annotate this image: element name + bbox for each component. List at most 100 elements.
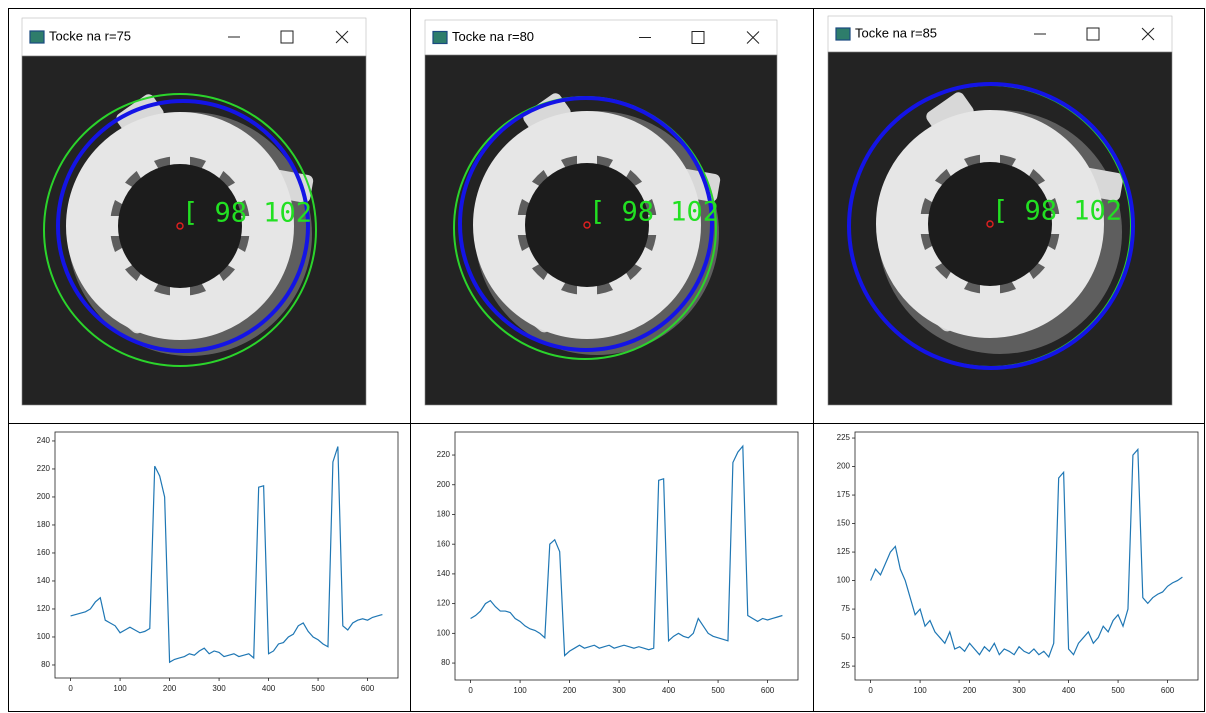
close-button <box>1141 27 1155 41</box>
x-tick-label: 0 <box>68 684 73 693</box>
gear-tooth <box>509 215 529 235</box>
title-bar <box>424 19 778 56</box>
overlay-label: [ 98 102 <box>589 197 719 228</box>
gear-ring <box>473 111 701 339</box>
table-borders <box>8 8 1205 712</box>
maximize-button <box>691 31 705 44</box>
center-point <box>176 222 184 230</box>
x-tick-label: 200 <box>563 686 577 695</box>
x-tick-label: 200 <box>163 684 177 693</box>
y-tick-label: 180 <box>437 510 451 519</box>
gear-tooth <box>980 146 1000 166</box>
y-tick-label: 120 <box>437 599 451 608</box>
y-tick-label: 160 <box>437 539 451 548</box>
green-circle <box>43 93 317 367</box>
x-tick-label: 100 <box>513 686 527 695</box>
x-tick-label: 600 <box>361 684 375 693</box>
y-tick-label: 220 <box>437 450 451 459</box>
x-tick-label: 0 <box>468 686 473 695</box>
gear-hole <box>525 163 649 287</box>
gear-tooth <box>577 147 597 167</box>
y-tick-label: 140 <box>437 569 451 578</box>
center-point <box>986 220 994 228</box>
gear-tooth <box>170 284 190 304</box>
center-point <box>583 221 591 229</box>
window: Tocke na r=80 [ 98 102 <box>424 19 778 406</box>
y-tick-label: 50 <box>841 633 850 642</box>
y-tick-label: 75 <box>841 604 850 613</box>
gear-tooth <box>102 216 122 236</box>
y-tick-label: 175 <box>837 490 851 499</box>
window-icon <box>432 30 448 45</box>
y-tick-label: 125 <box>837 547 851 556</box>
y-tick-label: 180 <box>37 520 51 529</box>
y-tick-label: 220 <box>37 464 51 473</box>
x-tick-label: 500 <box>311 684 325 693</box>
x-tick-label: 500 <box>711 686 725 695</box>
y-tick-label: 120 <box>37 604 51 613</box>
y-tick-label: 80 <box>441 658 450 667</box>
title-bar <box>827 15 1173 53</box>
gear-tooth <box>238 216 258 236</box>
plot-frame <box>54 431 399 679</box>
overlay-label: [ 98 102 <box>992 196 1122 227</box>
maximize-button <box>1086 27 1100 41</box>
gear-hole <box>928 162 1052 286</box>
window-title: Tocke na r=85 <box>855 25 937 40</box>
x-tick-label: 500 <box>1111 686 1125 695</box>
x-tick-label: 600 <box>761 686 775 695</box>
close-button <box>746 31 760 44</box>
title-bar <box>21 17 367 57</box>
gear-hole <box>118 164 242 288</box>
window: Tocke na r=75 [ 98 102 <box>21 17 367 406</box>
data-line <box>470 444 783 657</box>
window-icon <box>29 30 45 44</box>
gear-tooth <box>170 148 190 168</box>
y-tick-label: 240 <box>37 436 51 445</box>
blue-circle <box>56 99 310 353</box>
gear-tooth <box>577 283 597 303</box>
chart: 0 100 200 300 400 500 600 80 100 120 140 160 180 200 2… <box>437 431 799 695</box>
x-tick-label: 600 <box>1161 686 1175 695</box>
x-tick-label: 0 <box>868 686 873 695</box>
plot-frame <box>854 431 1199 681</box>
overlay-label: [ 98 102 <box>182 198 312 229</box>
y-tick-label: 100 <box>837 576 851 585</box>
window-title: Tocke na r=80 <box>452 29 534 44</box>
gear-tooth <box>1048 214 1068 234</box>
y-tick-label: 25 <box>841 661 850 670</box>
x-tick-label: 100 <box>113 684 127 693</box>
y-tick-label: 200 <box>837 462 851 471</box>
window-icon <box>835 27 851 41</box>
x-tick-label: 400 <box>662 686 676 695</box>
data-line <box>870 447 1183 659</box>
gear-ring <box>66 112 294 340</box>
x-tick-label: 400 <box>1062 686 1076 695</box>
x-tick-label: 300 <box>612 686 626 695</box>
table-frame <box>8 8 1205 712</box>
y-tick-label: 160 <box>37 548 51 557</box>
chart: 0 100 200 300 400 500 600 25 50 75 100 125 150 175 200… <box>837 431 1199 695</box>
blue-circle <box>458 96 714 352</box>
window-title: Tocke na r=75 <box>49 28 131 43</box>
close-button <box>335 30 349 44</box>
gear-ring <box>876 110 1104 338</box>
x-tick-label: 200 <box>963 686 977 695</box>
x-tick-label: 300 <box>1012 686 1026 695</box>
window: Tocke na r=85 [ 98 102 <box>827 15 1173 406</box>
x-tick-label: 300 <box>212 684 226 693</box>
blue-circle <box>847 82 1135 370</box>
maximize-button <box>280 30 294 44</box>
gear-tooth <box>645 215 665 235</box>
y-tick-label: 225 <box>837 433 851 442</box>
chart: 0 100 200 300 400 500 600 80 100 120 140 160 180 200 2… <box>37 431 399 693</box>
y-tick-label: 200 <box>37 492 51 501</box>
gear-tooth <box>980 282 1000 302</box>
y-tick-label: 80 <box>41 660 50 669</box>
x-tick-label: 400 <box>262 684 276 693</box>
y-tick-label: 100 <box>437 628 451 637</box>
x-tick-label: 100 <box>913 686 927 695</box>
y-tick-label: 100 <box>37 632 51 641</box>
y-tick-label: 140 <box>37 576 51 585</box>
